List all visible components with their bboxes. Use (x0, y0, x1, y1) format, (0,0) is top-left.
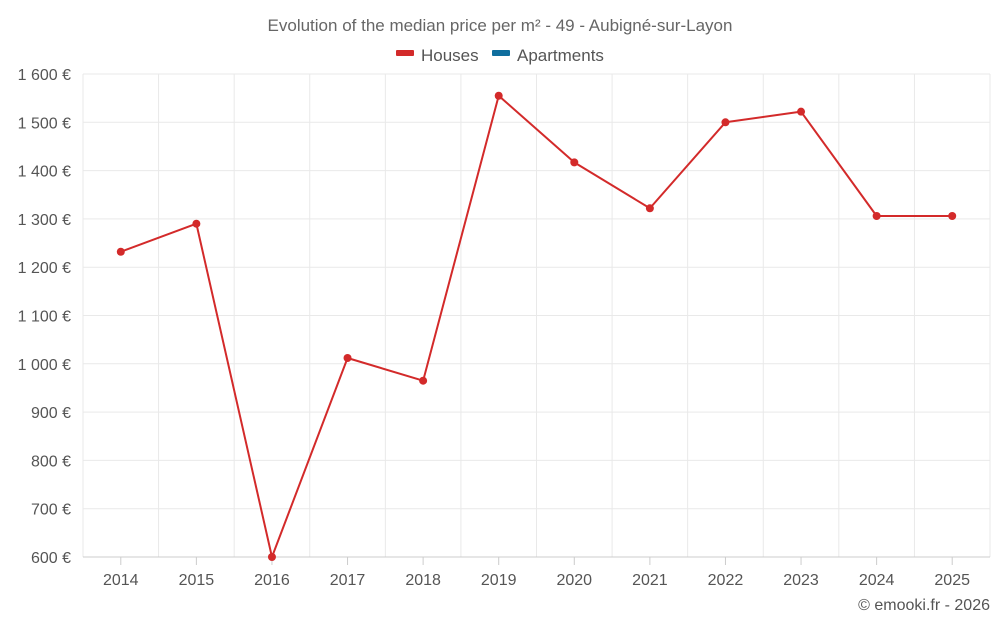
x-tick-label: 2017 (330, 572, 366, 589)
legend-label: Houses (421, 46, 479, 65)
x-tick-label: 2020 (556, 572, 592, 589)
data-point[interactable] (419, 376, 428, 385)
data-point[interactable] (645, 204, 654, 213)
x-axis: 2014 2015 2016 2017 2018 2019 2020 2021 2022 2023… (83, 556, 990, 589)
credit-text: © emooki.fr - 2026 (858, 597, 990, 614)
y-tick-label: 1 300 € (18, 212, 71, 229)
data-point[interactable] (872, 212, 881, 221)
x-tick-label: 2014 (103, 572, 139, 589)
data-point[interactable] (343, 354, 352, 363)
y-tick-label: 1 000 € (18, 357, 71, 374)
legend-label: Apartments (517, 46, 604, 65)
y-tick-label: 700 € (31, 502, 71, 519)
legend-swatch (492, 50, 510, 56)
y-tick-label: 1 400 € (18, 164, 71, 181)
y-axis: 600 € 700 € 800 € 900 € 1 000 € 1 100 € 1 200 … (18, 67, 71, 567)
x-tick-label: 2015 (179, 572, 215, 589)
x-tick-label: 2023 (783, 572, 819, 589)
data-point[interactable] (267, 553, 276, 561)
data-point[interactable] (721, 118, 730, 127)
x-tick-label: 2016 (254, 572, 290, 589)
data-point[interactable] (116, 247, 125, 256)
y-tick-label: 900 € (31, 405, 71, 422)
x-tick-label: 2019 (481, 572, 517, 589)
chart-title: Evolution of the median price per m² - 4… (268, 16, 733, 35)
legend-item-houses[interactable]: Houses (396, 46, 479, 65)
x-tick-label: 2018 (405, 572, 441, 589)
data-point[interactable] (797, 107, 806, 116)
series-line-houses (120, 94, 953, 558)
y-tick-label: 1 600 € (18, 67, 71, 84)
x-tick-label: 2024 (859, 572, 895, 589)
x-tick-label: 2025 (934, 572, 970, 589)
grid (82, 73, 991, 557)
y-tick-label: 1 100 € (18, 309, 71, 326)
data-point[interactable] (494, 91, 503, 100)
y-tick-label: 1 500 € (18, 115, 71, 132)
y-tick-label: 800 € (31, 453, 71, 470)
x-tick-label: 2021 (632, 572, 668, 589)
data-point[interactable] (570, 158, 579, 167)
legend-item-apartments[interactable]: Apartments (492, 46, 604, 65)
data-point[interactable] (948, 212, 957, 221)
legend-swatch (396, 50, 414, 56)
data-point[interactable] (192, 219, 201, 228)
legend: Houses Apartments (396, 46, 604, 65)
y-tick-label: 600 € (31, 550, 71, 567)
x-tick-label: 2022 (708, 572, 744, 589)
series-layer (116, 91, 957, 561)
y-tick-label: 1 200 € (18, 260, 71, 277)
